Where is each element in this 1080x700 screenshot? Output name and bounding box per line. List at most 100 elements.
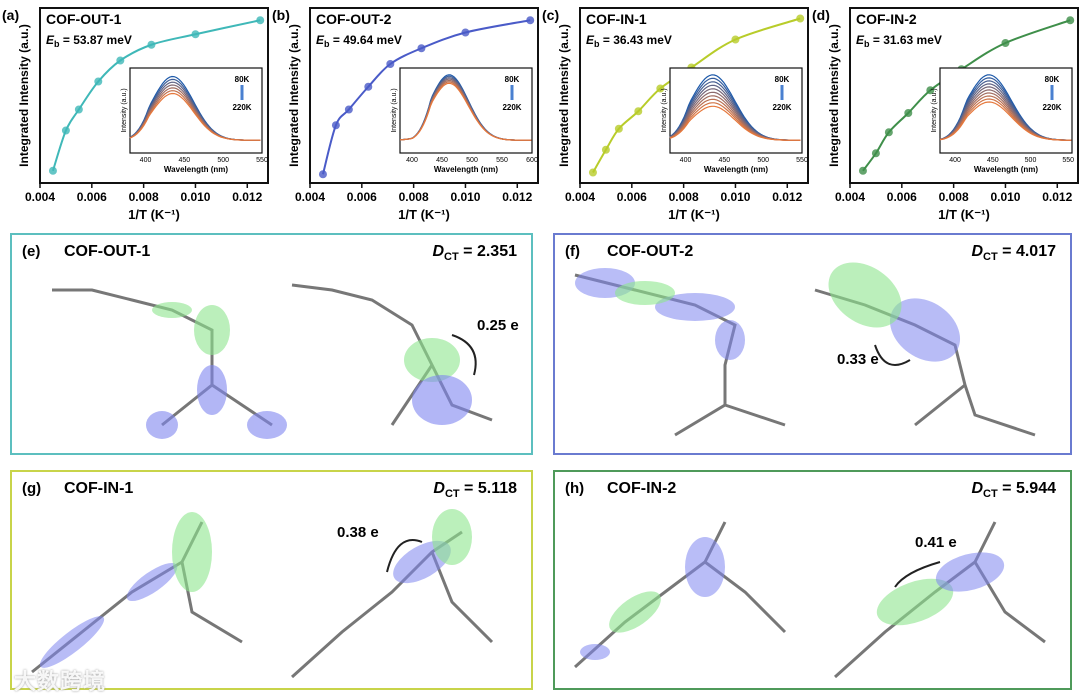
charge-transfer-label: 0.41 e	[915, 534, 957, 551]
x-tick-label: 0.012	[232, 190, 262, 204]
binding-energy: Eb = 36.43 meV	[586, 33, 672, 49]
inset-x-tick-label: 550	[796, 157, 808, 164]
inset-y-axis-label: Intensity (a.u.)	[121, 88, 128, 132]
inset-y-axis-label: Intensity (a.u.)	[931, 88, 938, 132]
panel-title: COF-OUT-2	[607, 243, 694, 260]
chart-title: COF-OUT-1	[46, 11, 122, 27]
x-axis-label: 1/T (K⁻¹)	[128, 207, 180, 222]
data-point	[386, 60, 395, 68]
panel-label: (c)	[542, 7, 559, 23]
charge-transfer-label: 0.38 e	[337, 524, 379, 541]
x-axis-label: 1/T (K⁻¹)	[668, 207, 720, 222]
chart-cof-in-1: 0.004 0.006 0.008 0.010 0.012 1/T (K⁻¹) Integr…	[540, 0, 810, 225]
inset-x-axis-label: Wavelength (nm)	[974, 165, 1038, 174]
data-point	[796, 14, 805, 23]
y-axis-label: Integrated Intensity (a.u.)	[287, 24, 301, 167]
y-axis-label: Integrated Intensity (a.u.)	[557, 24, 571, 167]
inset-x-tick-label: 400	[140, 157, 152, 164]
binding-energy: Eb = 49.64 meV	[316, 33, 402, 49]
y-axis-label: Integrated Intensity (a.u.)	[827, 24, 841, 167]
panel-label: (a)	[2, 7, 19, 23]
inset-spectrum-curve	[669, 105, 801, 141]
inset-frame	[399, 67, 533, 154]
data-point	[256, 16, 265, 25]
molecule-diagram-e	[52, 283, 493, 439]
inset-legend-bottom: 220K	[772, 103, 791, 112]
x-tick-label: 0.004	[565, 190, 595, 204]
watermark: 大数跨境	[14, 669, 107, 694]
dct-value: DCT = 2.351	[432, 243, 517, 264]
chart-cof-in-2: 0.004 0.006 0.008 0.010 0.012 1/T (K⁻¹) Integr…	[810, 0, 1080, 225]
panel-f: (f) COF-OUT-2 DCT = 4.017 0.33 e	[553, 233, 1072, 455]
x-tick-label: 0.006	[77, 190, 107, 204]
plot-frame	[309, 7, 539, 184]
data-point	[884, 128, 893, 137]
x-tick-label: 0.006	[887, 190, 917, 204]
molecule-diagram-g	[31, 509, 494, 679]
data-point	[94, 77, 103, 86]
panel-label: (f)	[565, 243, 580, 260]
inset-x-tick-label: 550	[1062, 157, 1074, 164]
data-point	[614, 124, 623, 133]
inset-x-axis-label: Wavelength (nm)	[164, 165, 228, 174]
chart-title: COF-IN-2	[856, 11, 917, 27]
data-point	[656, 84, 665, 93]
inset-x-tick-label: 400	[406, 157, 418, 164]
inset-x-tick-label: 500	[466, 157, 478, 164]
inset-x-tick-label: 400	[680, 157, 692, 164]
y-axis-label: Integrated Intensity (a.u.)	[17, 24, 31, 167]
inset-x-tick-label: 600	[526, 157, 538, 164]
x-tick-label: 0.012	[772, 190, 802, 204]
x-tick-label: 0.004	[25, 190, 55, 204]
x-tick-label: 0.012	[1042, 190, 1072, 204]
inset-x-axis-label: Wavelength (nm)	[704, 165, 768, 174]
data-point	[731, 35, 740, 44]
inset-y-axis-label: Intensity (a.u.)	[391, 88, 398, 132]
inset-x-tick-label: 400	[949, 157, 961, 164]
x-tick-label: 0.008	[669, 190, 699, 204]
data-point	[926, 86, 935, 95]
data-point	[1001, 39, 1010, 47]
inset-spectrum-curve	[129, 92, 261, 141]
data-point	[331, 121, 340, 130]
inset-x-tick-label: 450	[436, 157, 448, 164]
inset-x-tick-label: 550	[256, 157, 268, 164]
x-tick-label: 0.010	[450, 190, 480, 204]
x-tick-label: 0.010	[180, 190, 210, 204]
inset-x-tick-label: 450	[987, 157, 999, 164]
data-point	[116, 56, 125, 65]
inset-legend-top: 80K	[235, 75, 250, 84]
x-axis-label: 1/T (K⁻¹)	[938, 207, 990, 222]
x-tick-label: 0.010	[990, 190, 1020, 204]
panel-label: (h)	[565, 480, 585, 497]
binding-energy: Eb = 31.63 meV	[856, 33, 942, 49]
molecule-diagram-f	[574, 262, 1036, 437]
data-point	[526, 16, 535, 25]
x-tick-label: 0.006	[617, 190, 647, 204]
data-point	[74, 105, 83, 114]
panel-title: COF-IN-1	[64, 480, 134, 497]
data-point	[588, 168, 597, 177]
inset-x-tick-label: 550	[496, 157, 508, 164]
data-point	[417, 44, 426, 53]
panel-title: COF-IN-2	[607, 480, 677, 497]
panel-title: COF-OUT-1	[64, 243, 151, 260]
data-point	[904, 109, 913, 117]
data-point	[344, 105, 353, 114]
inset-x-axis-label: Wavelength (nm)	[434, 165, 498, 174]
inset-x-tick-label: 450	[179, 157, 191, 164]
data-point	[147, 40, 156, 49]
data-point	[634, 107, 643, 116]
inset-legend-bottom: 220K	[232, 103, 251, 112]
inset-legend-top: 80K	[1045, 75, 1060, 84]
data-point	[461, 28, 470, 37]
inset-y-axis-label: Intensity (a.u.)	[661, 88, 668, 132]
panel-label: (b)	[272, 7, 290, 23]
molecule-diagram-h	[573, 521, 1046, 679]
plot-frame	[849, 7, 1079, 184]
inset-spectrum-curve	[939, 101, 1072, 141]
panel-label: (d)	[812, 7, 830, 23]
data-point	[858, 166, 867, 175]
binding-energy: Eb = 53.87 meV	[46, 33, 132, 49]
inset-x-tick-label: 500	[217, 157, 229, 164]
